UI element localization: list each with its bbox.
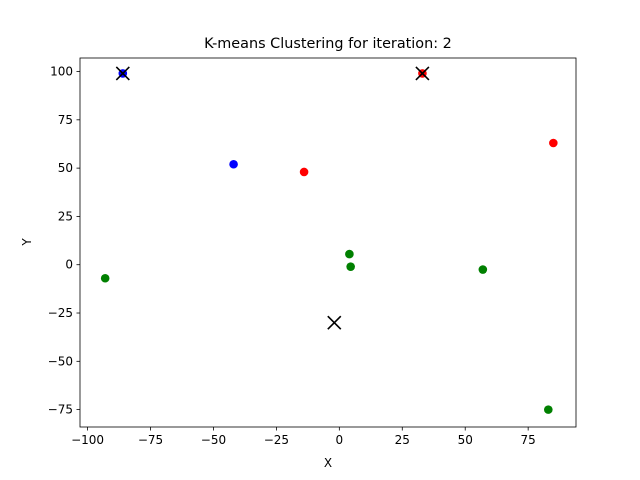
centroid-marker — [415, 66, 430, 81]
y-tick-label: 0 — [65, 258, 73, 272]
data-point — [544, 405, 553, 414]
centroid-stroke — [327, 315, 342, 330]
y-tick-label: 50 — [58, 161, 73, 175]
data-point — [346, 262, 355, 271]
x-tick-label: −50 — [201, 433, 226, 447]
data-point — [299, 167, 309, 177]
y-tick-label: 25 — [58, 209, 73, 223]
data-point — [549, 138, 558, 148]
x-tick-label: 25 — [395, 433, 410, 447]
data-point — [345, 249, 354, 259]
y-tick-label: −75 — [48, 403, 73, 417]
x-tick-label: 0 — [336, 433, 344, 447]
plot-frame — [79, 57, 577, 428]
y-tick-label: −25 — [48, 306, 73, 320]
centroid-marker — [115, 66, 130, 81]
y-axis-label: Y — [20, 238, 34, 247]
centroid-stroke — [415, 66, 430, 81]
data-point — [229, 159, 238, 169]
y-tick-label: 75 — [58, 113, 73, 127]
y-tick-label: 100 — [50, 65, 73, 79]
x-tick-label: −100 — [71, 433, 104, 447]
x-tick-label: 50 — [458, 433, 473, 447]
data-point — [478, 265, 488, 274]
chart-title: K-means Clustering for iteration: 2 — [204, 36, 452, 52]
x-tick-label: −25 — [264, 433, 289, 447]
centroid-stroke — [115, 66, 130, 81]
centroid-marker — [327, 315, 342, 330]
x-axis-label: X — [324, 456, 332, 470]
x-tick-label: −75 — [138, 433, 163, 447]
data-point — [100, 273, 110, 283]
x-tick-label: 75 — [521, 433, 536, 447]
y-tick-label: −50 — [48, 354, 73, 368]
